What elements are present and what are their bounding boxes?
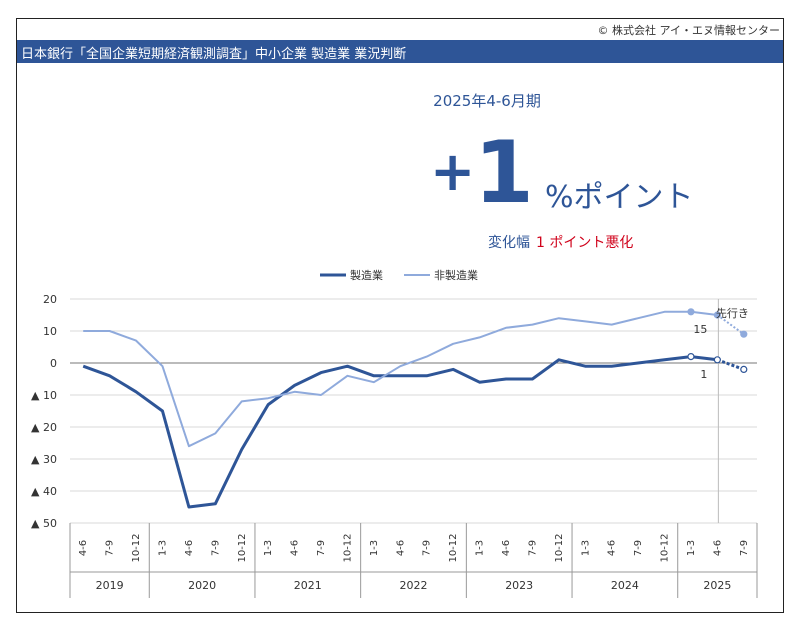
year-label: 2021 — [294, 579, 322, 592]
legend-label: 製造業 — [350, 268, 383, 282]
x-tick-label: 10-12 — [237, 533, 248, 562]
y-tick-label: ▲ 50 — [31, 517, 57, 530]
x-tick-label: 4-6 — [290, 540, 301, 556]
y-tick-label: ▲ 40 — [31, 485, 57, 498]
chart-frame — [16, 18, 784, 613]
year-label: 2025 — [703, 579, 731, 592]
x-tick-label: 1-3 — [369, 540, 380, 556]
x-tick-label: 1-3 — [475, 540, 486, 556]
x-tick-label: 4-6 — [184, 540, 195, 556]
x-tick-label: 4-6 — [395, 540, 406, 556]
data-point — [740, 330, 748, 338]
legend-label: 非製造業 — [434, 268, 478, 282]
headline-number: 1 — [474, 123, 534, 223]
series-line — [83, 310, 718, 448]
copyright-text: © 株式会社 アイ・エヌ情報センター — [597, 24, 780, 37]
data-point — [740, 365, 748, 373]
x-tick-label: 10-12 — [131, 533, 142, 562]
title-bar: 日本銀行「全国企業短期経済観測調査」中小企業 製造業 業況判断 — [17, 40, 783, 63]
x-tick-label: 7-9 — [527, 540, 538, 556]
change-value: 1 ポイント悪化 — [536, 235, 634, 251]
y-tick-label: ▲ 20 — [31, 421, 57, 434]
x-tick-label: 7-9 — [422, 540, 433, 556]
series-forecast-line — [716, 358, 745, 371]
year-label: 2020 — [188, 579, 216, 592]
headline-unit: %ポイント — [545, 180, 694, 215]
x-tick-label: 4-6 — [607, 540, 618, 556]
x-tick-label: 7-9 — [210, 540, 221, 556]
x-tick-label: 10-12 — [554, 533, 565, 562]
series-forecast-line — [716, 314, 745, 336]
x-tick-label: 1-3 — [686, 540, 697, 556]
year-label: 2022 — [400, 579, 428, 592]
data-point — [713, 356, 721, 364]
y-tick-label: 10 — [43, 325, 57, 338]
y-tick-label: 20 — [43, 293, 57, 306]
period-label: 2025年4-6月期 — [433, 92, 541, 110]
x-tick-label: 7-9 — [105, 540, 116, 556]
data-point — [713, 311, 721, 319]
y-tick-label: ▲ 30 — [31, 453, 57, 466]
data-point — [687, 308, 695, 316]
year-label: 2024 — [611, 579, 639, 592]
y-tick-label: ▲ 10 — [31, 389, 57, 402]
data-point — [687, 353, 695, 361]
y-tick-label: 0 — [50, 357, 57, 370]
x-tick-label: 4-6 — [78, 540, 89, 556]
year-label: 2019 — [96, 579, 124, 592]
data-label: 1 — [700, 368, 707, 381]
x-tick-label: 7-9 — [633, 540, 644, 556]
x-tick-label: 1-3 — [157, 540, 168, 556]
series-line — [82, 355, 718, 509]
x-tick-label: 10-12 — [448, 533, 459, 562]
data-label: 15 — [693, 323, 707, 336]
x-tick-label: 7-9 — [739, 540, 750, 556]
headline-sign: + — [430, 140, 476, 203]
x-tick-label: 1-3 — [580, 540, 591, 556]
x-tick-label: 10-12 — [660, 533, 671, 562]
page-title: 日本銀行「全国企業短期経済観測調査」中小企業 製造業 業況判断 — [21, 47, 407, 62]
change-summary: 変化幅 1 ポイント悪化 — [488, 232, 633, 252]
x-tick-label: 7-9 — [316, 540, 327, 556]
x-tick-label: 4-6 — [712, 540, 723, 556]
x-tick-label: 10-12 — [342, 533, 353, 562]
x-tick-label: 4-6 — [501, 540, 512, 556]
change-label: 変化幅 — [488, 235, 530, 251]
forecast-label: 先行き — [716, 307, 749, 320]
year-label: 2023 — [505, 579, 533, 592]
x-tick-label: 1-3 — [263, 540, 274, 556]
